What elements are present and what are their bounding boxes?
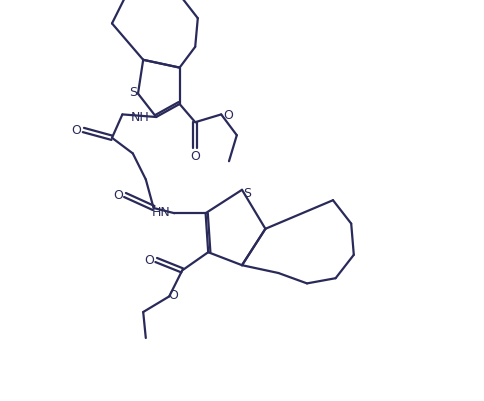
Text: HN: HN	[151, 205, 170, 218]
Text: O: O	[72, 124, 81, 137]
Text: O: O	[113, 189, 123, 202]
Text: S: S	[129, 86, 137, 99]
Text: O: O	[223, 109, 233, 122]
Text: NH: NH	[130, 111, 149, 124]
Text: O: O	[168, 288, 178, 301]
Text: S: S	[243, 187, 251, 200]
Text: O: O	[144, 254, 154, 267]
Text: O: O	[190, 149, 200, 162]
